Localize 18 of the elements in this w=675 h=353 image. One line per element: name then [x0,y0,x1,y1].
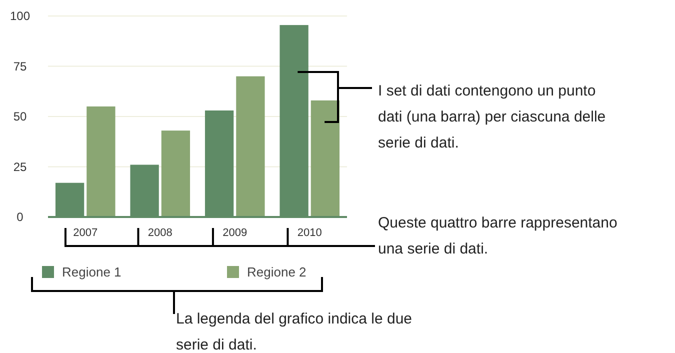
bar [161,130,190,217]
text: Queste quattro barre rappresentano una serie di dati. [378,214,618,258]
x-tick-label: 2009 [222,227,248,239]
bar [310,100,340,217]
y-tick-label: 75 [13,59,27,74]
bar [86,106,116,217]
y-tick-label: 100 [10,9,30,24]
legend-label: Regione 2 [247,264,306,280]
legend-label: Regione 1 [62,264,122,280]
x-tick-label: 2007 [73,227,98,239]
bar [236,76,265,217]
text: La legenda del grafico indica le due serie di dati. [176,310,412,353]
y-tick-label: 0 [16,210,24,224]
y-tick-label: 50 [13,110,27,124]
x-tick-label: 2010 [297,227,322,239]
x-tick-label: 2008 [148,227,172,239]
text: I set di dati contengono un punto dati (una barra) per ciascuna delle serie di dati. [378,82,606,152]
y-tick-label: 25 [13,160,27,174]
